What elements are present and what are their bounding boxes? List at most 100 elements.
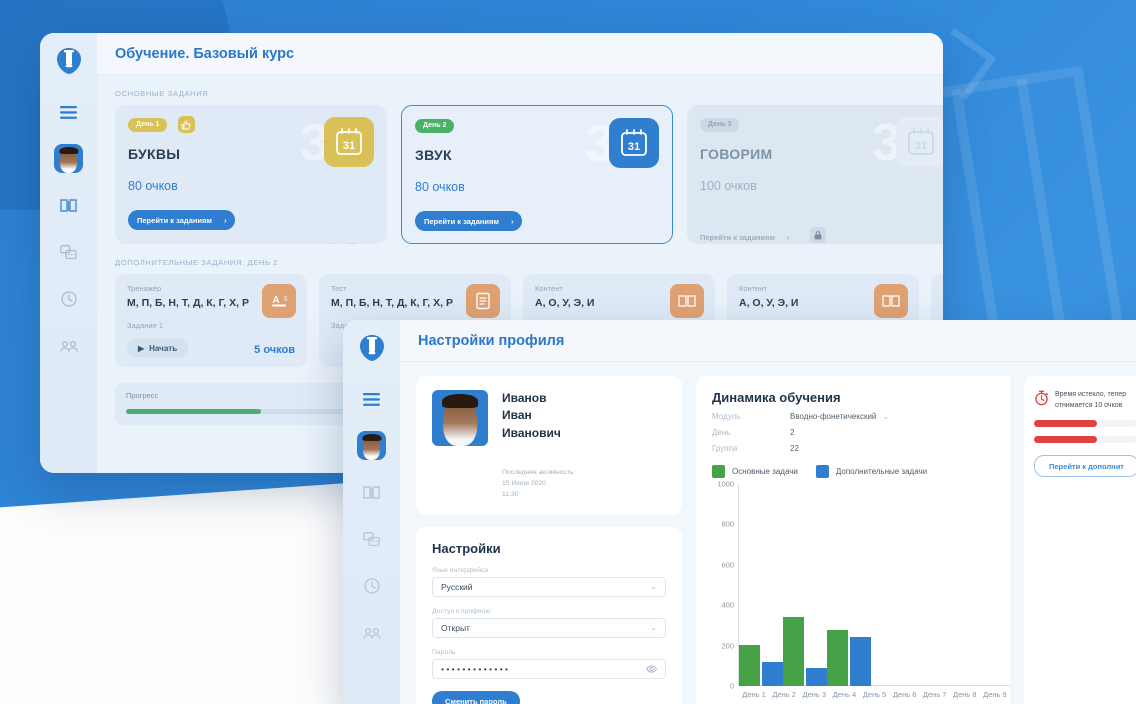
user-avatar-icon[interactable]	[357, 431, 386, 460]
people-group-icon[interactable]	[54, 331, 84, 361]
bar-group	[1091, 484, 1135, 686]
x-tick-label: День 1	[742, 690, 766, 699]
task-card[interactable]: 3 День 2 31 ЗВУК 80 очков Перей	[401, 105, 673, 244]
last-activity-time: 11:30	[502, 490, 519, 498]
eye-icon[interactable]	[646, 664, 657, 673]
clock-icon[interactable]	[357, 571, 387, 601]
bar-group	[959, 484, 1003, 686]
y-axis: 0 200 400 600 800 1000	[712, 480, 738, 691]
go-to-extra-button[interactable]: Перейти к дополнит	[1034, 455, 1136, 477]
chevron-down-icon: ⌄	[882, 412, 890, 421]
bar	[739, 644, 760, 686]
y-tick: 800	[721, 519, 734, 529]
go-to-tasks-button[interactable]: Перейти к заданиям ›	[700, 227, 798, 244]
people-group-icon[interactable]	[357, 618, 387, 648]
user-avatar-icon[interactable]	[54, 144, 83, 173]
clock-icon[interactable]	[54, 284, 84, 314]
svg-text:31: 31	[915, 140, 927, 152]
timer-warning-text: Время истекло, тепер отнимается 10 очков	[1055, 391, 1127, 409]
password-input[interactable]: • • • • • • • • • • • • •	[432, 658, 666, 679]
last-activity-label: Последняя активность:	[502, 469, 576, 476]
play-icon: ▶	[138, 343, 145, 353]
open-book-icon[interactable]	[357, 477, 387, 507]
avatar[interactable]	[432, 390, 488, 446]
module-value: Вводно-фонетичекский	[790, 412, 877, 421]
access-value: Открыт	[441, 622, 470, 633]
task-card[interactable]: 3 День 3 31 ГОВОРИМ 100 очков	[687, 105, 943, 244]
page-title: Обучение. Базовый курс	[115, 45, 295, 62]
timer-warning-panel: Время истекло, тепер отнимается 10 очков…	[1024, 376, 1136, 704]
chevron-down-icon: ⌄	[650, 582, 657, 592]
open-book-icon	[874, 284, 908, 318]
profile-topbar: Настройки профиля	[400, 320, 1136, 362]
extra-letters: М, П, Б, Н, Т, Д, К, Г, Х, Р	[331, 297, 453, 309]
bar-group	[871, 484, 915, 686]
flask-logo-icon	[53, 45, 85, 77]
y-tick: 400	[721, 600, 734, 610]
bar	[783, 617, 804, 686]
profile-page-title: Настройки профиля	[418, 332, 565, 349]
x-axis-line	[738, 685, 1010, 686]
bar-groups	[739, 484, 1010, 686]
module-select[interactable]: Вводно-фонетичекский ⌄	[790, 412, 889, 421]
extra-letters: М, П, Б, Н, Т, Д, К, Г, Х, Р	[127, 297, 249, 309]
card-title: ЗВУК	[415, 147, 452, 163]
language-select[interactable]: Русский ⌄	[432, 576, 666, 597]
chat-bubbles-icon[interactable]	[54, 237, 84, 267]
go-to-tasks-label: Перейти к заданиям	[700, 232, 775, 242]
x-axis-labels: День 1 День 2 День 3 День 4 День 5 День 6 День…	[739, 686, 1010, 704]
hamburger-menu-icon[interactable]	[357, 384, 387, 414]
go-to-tasks-button[interactable]: Перейти к заданиям ›	[415, 211, 523, 231]
bar-group	[739, 484, 783, 686]
bar	[806, 668, 827, 686]
start-label: Начать	[149, 343, 178, 353]
stopwatch-icon	[1034, 390, 1049, 411]
day-badge: День 2	[415, 118, 455, 133]
legend-label-extra: Дополнительные задачи	[835, 467, 928, 476]
x-tick-label: День 7	[922, 690, 947, 699]
module-label: Модуль	[712, 412, 741, 421]
day-value: 2	[790, 428, 795, 437]
calendar-31-icon: 31	[609, 118, 659, 168]
change-password-button[interactable]: Сменить пароль	[432, 690, 520, 704]
card-title: ГОВОРИМ	[700, 146, 773, 162]
warning-progress-track	[1034, 436, 1136, 443]
bar	[762, 661, 783, 686]
password-label: Пароль	[432, 648, 456, 656]
hamburger-menu-icon[interactable]	[54, 97, 84, 127]
extra-subtitle: Задание 1	[127, 321, 164, 330]
access-select[interactable]: Открыт ⌄	[432, 617, 666, 638]
x-tick-label: День 9	[983, 690, 1007, 699]
extra-letters: А, О, У, Э, И	[739, 297, 799, 309]
calendar-31-icon: 31	[324, 117, 374, 167]
task-card[interactable]: 3 День 1 31	[115, 105, 387, 244]
card-points: 100 очков	[700, 179, 757, 193]
x-tick-label: День 6	[892, 690, 917, 699]
y-tick: 600	[721, 560, 734, 570]
main-sidebar	[40, 33, 97, 473]
progress-label: Прогресс	[126, 391, 159, 400]
svg-text:31: 31	[343, 140, 355, 152]
chat-bubbles-icon[interactable]	[357, 524, 387, 554]
bar-group	[783, 484, 827, 686]
password-value: • • • • • • • • • • • • •	[441, 663, 509, 674]
last-activity-date: 15 Июля 2020	[502, 479, 546, 487]
open-book-icon[interactable]	[54, 190, 84, 220]
learning-dynamics-panel: Динамика обучения Модуль Вводно-фонетиче…	[696, 376, 1010, 704]
x-tick-label: День 5	[862, 690, 887, 699]
legend-swatch-main	[712, 465, 725, 478]
first-name: Иван	[502, 408, 532, 423]
checklist-icon	[466, 284, 500, 318]
language-value: Русский	[441, 581, 473, 592]
extra-task-card[interactable]: Тренажёр М, П, Б, Н, Т, Д, К, Г, Х, Р За…	[115, 274, 307, 367]
start-button[interactable]: ▶ Начать	[127, 339, 189, 357]
open-book-icon	[670, 284, 704, 318]
bar	[850, 636, 871, 686]
identity-panel: Иванов Иван Иванович Последняя активност…	[416, 376, 682, 515]
extra-kind: Контент	[535, 284, 563, 293]
progress-card: Прогресс	[115, 383, 355, 425]
go-to-tasks-label: Перейти к заданиям	[137, 215, 212, 225]
go-to-tasks-button[interactable]: Перейти к заданиям ›	[128, 210, 236, 230]
module-row: Модуль Вводно-фонетичекский ⌄	[712, 412, 1010, 421]
x-tick-label: День 2	[772, 690, 796, 699]
